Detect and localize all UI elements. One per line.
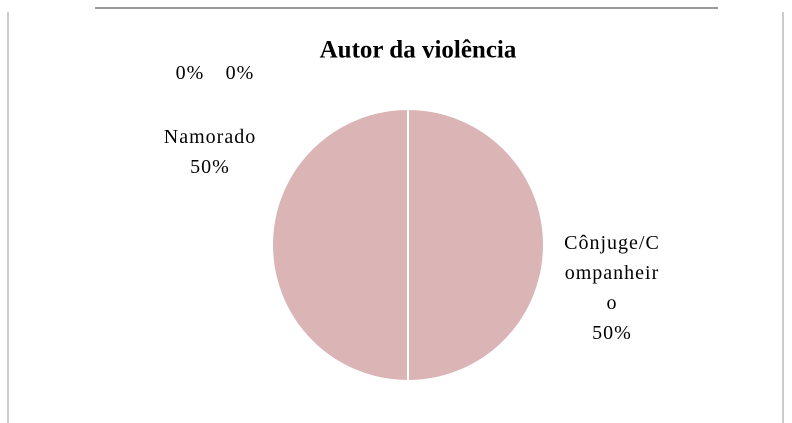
value-label: 0% bbox=[175, 62, 205, 84]
pie-slice bbox=[407, 107, 545, 383]
slice-label: Cônjuge/Companheiro 50% bbox=[562, 228, 662, 348]
category-label: Cônjuge/Companheiro bbox=[564, 232, 660, 314]
slice-label: 0% bbox=[220, 58, 260, 88]
slice-label: Namorado 50% bbox=[140, 122, 280, 182]
value-label: 50% bbox=[190, 156, 230, 178]
chart-title: Autor da violência bbox=[320, 37, 517, 64]
category-label: Namorado bbox=[163, 126, 257, 148]
pie-slice bbox=[271, 107, 409, 383]
slice-label: 0% bbox=[170, 58, 210, 88]
value-label: 0% bbox=[225, 62, 255, 84]
value-label: 50% bbox=[592, 322, 632, 344]
